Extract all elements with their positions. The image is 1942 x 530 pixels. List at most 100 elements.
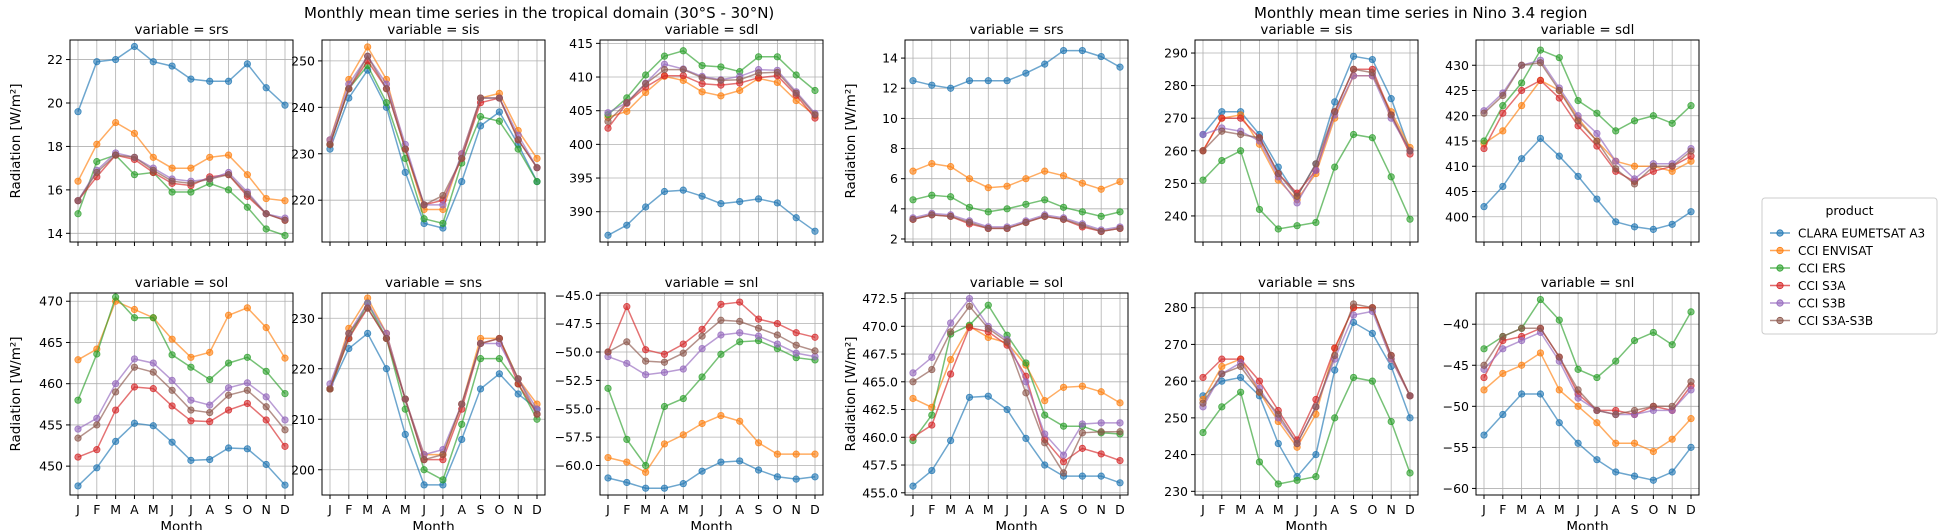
data-point: [717, 331, 725, 339]
y-tick-label: 16: [47, 182, 63, 197]
x-tick-label: J: [169, 502, 174, 517]
y-tick-label: 280: [1164, 300, 1188, 315]
data-point: [1387, 417, 1395, 426]
axes-frame: [1194, 39, 1419, 243]
data-point: [1312, 403, 1320, 411]
data-point: [262, 84, 270, 92]
data-point: [168, 335, 176, 343]
data-point: [1536, 349, 1545, 357]
data-point: [1612, 127, 1620, 135]
data-point: [243, 60, 251, 68]
data-point: [243, 171, 251, 179]
data-point: [717, 350, 725, 358]
data-point: [1003, 405, 1011, 414]
series-line: [912, 49, 1121, 89]
x-tick-label: A: [660, 502, 669, 517]
data-point: [984, 324, 992, 333]
data-point: [168, 62, 176, 70]
data-point: [1022, 434, 1030, 442]
data-point: [112, 118, 120, 127]
x-tick-label: J: [1313, 502, 1318, 517]
data-point: [1059, 383, 1068, 391]
y-tick-label: 270: [1164, 111, 1188, 126]
legend-label: CCI ERS: [1798, 262, 1846, 276]
data-point: [642, 203, 650, 211]
data-point: [736, 298, 744, 306]
axes-frame: [321, 39, 546, 243]
data-point: [1078, 46, 1086, 55]
panel-3: [596, 39, 824, 246]
data-point: [243, 304, 251, 312]
y-tick-label: 415: [1445, 134, 1469, 149]
x-tick-label: J: [1294, 502, 1299, 517]
x-tick-label: S: [1631, 502, 1639, 517]
data-point: [1293, 476, 1301, 484]
data-point: [792, 349, 800, 357]
data-point: [74, 197, 82, 205]
series-line: [607, 189, 816, 236]
panel-title: variable = srs: [970, 22, 1064, 38]
legend-swatch-marker: [1776, 316, 1784, 325]
data-point: [149, 58, 157, 66]
data-point: [1041, 60, 1049, 68]
data-point: [1518, 361, 1526, 369]
y-tick-label: 230: [291, 311, 315, 326]
data-point: [1218, 377, 1226, 385]
data-point: [533, 164, 541, 172]
y-axis-label: Radiation [W/m²]: [8, 83, 24, 198]
y-tick-label: −52.5: [555, 373, 593, 388]
legend-label: CCI S3B: [1798, 297, 1846, 311]
data-point: [1630, 223, 1639, 231]
data-point: [698, 88, 706, 96]
data-point: [1480, 361, 1488, 369]
data-point: [364, 304, 372, 312]
data-point: [965, 323, 974, 332]
x-tick-label: D: [1405, 502, 1415, 517]
x-axis-label: Month: [1566, 519, 1608, 530]
data-point: [604, 231, 612, 239]
data-point: [420, 201, 428, 209]
data-point: [168, 376, 176, 384]
data-point: [1003, 182, 1011, 190]
data-point: [623, 107, 631, 115]
data-point: [1218, 108, 1226, 116]
data-point: [965, 294, 974, 303]
data-point: [224, 406, 233, 414]
data-point: [1199, 428, 1207, 437]
data-point: [679, 480, 687, 488]
data-point: [281, 442, 289, 450]
data-point: [1331, 98, 1339, 106]
data-point: [458, 400, 466, 408]
data-point: [262, 210, 270, 218]
data-point: [773, 473, 781, 481]
legend-label: CCI S3A: [1798, 279, 1846, 293]
data-point: [1349, 373, 1358, 382]
data-point: [1041, 397, 1049, 405]
data-point: [660, 440, 669, 448]
data-point: [74, 396, 82, 404]
panel-title: variable = srs: [135, 22, 229, 38]
y-tick-label: 410: [1445, 159, 1469, 174]
data-point: [1387, 95, 1395, 103]
panel-12: [1472, 292, 1700, 499]
data-point: [1078, 208, 1086, 216]
data-point: [168, 177, 176, 185]
y-axis-label: Radiation [W/m²]: [843, 83, 859, 198]
legend-label: CLARA EUMETSAT A3: [1798, 227, 1925, 241]
x-tick-label: O: [494, 502, 504, 517]
data-point: [947, 328, 955, 336]
x-tick-label: N: [514, 502, 523, 517]
data-point: [1116, 428, 1124, 436]
data-point: [533, 410, 541, 418]
data-point: [623, 435, 631, 443]
x-tick-label: S: [1060, 502, 1068, 517]
data-point: [604, 348, 612, 356]
data-point: [224, 77, 233, 85]
data-point: [698, 192, 706, 200]
series-line: [1202, 321, 1411, 478]
y-tick-label: 14: [882, 51, 898, 66]
panel-title: variable = sns: [1258, 275, 1355, 291]
data-point: [1480, 109, 1488, 117]
data-point: [149, 368, 157, 376]
series-line: [607, 49, 816, 116]
